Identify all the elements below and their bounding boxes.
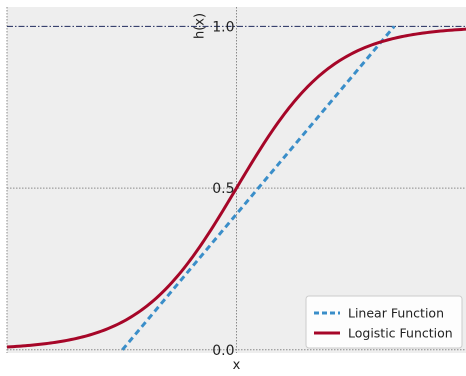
- series-layer: [6, 25, 466, 351]
- legend: Linear Function Logistic Function: [305, 295, 463, 349]
- series-line-linear: [121, 25, 396, 351]
- y-tick-label-0.5: 0.5: [212, 181, 234, 197]
- series-line-logistic: [6, 27, 466, 349]
- y-tick-label-0.0: 0.0: [212, 343, 234, 359]
- legend-box: [305, 295, 463, 349]
- x-axis-label: x: [233, 358, 241, 371]
- legend-label-logistic: Logistic Function: [348, 326, 453, 341]
- y-tick-label-1.0: 1.0: [212, 19, 234, 35]
- y-tick-labels: 0.0 0.5 1.0: [212, 19, 234, 358]
- y-axis-label: h(x): [193, 13, 208, 39]
- legend-label-linear: Linear Function: [348, 306, 444, 321]
